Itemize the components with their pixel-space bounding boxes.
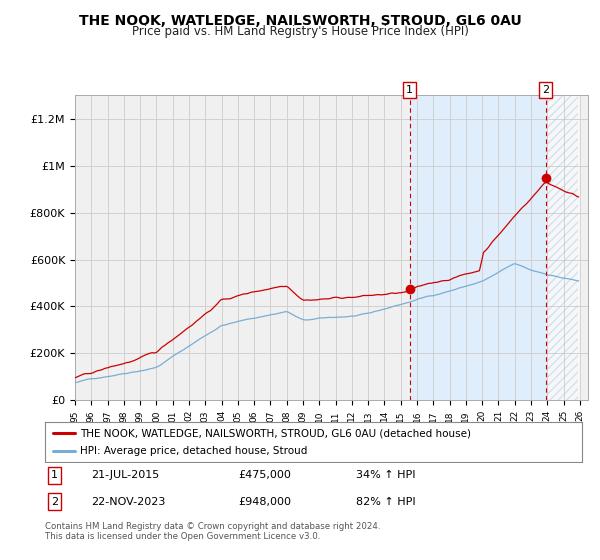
Text: 34% ↑ HPI: 34% ↑ HPI (356, 470, 416, 480)
Bar (545, 95, 578, 400)
Text: £948,000: £948,000 (238, 497, 292, 507)
Text: 82% ↑ HPI: 82% ↑ HPI (356, 497, 416, 507)
Text: 1: 1 (51, 470, 58, 480)
Text: HPI: Average price, detached house, Stroud: HPI: Average price, detached house, Stro… (80, 446, 307, 456)
Text: THE NOOK, WATLEDGE, NAILSWORTH, STROUD, GL6 0AU: THE NOOK, WATLEDGE, NAILSWORTH, STROUD, … (79, 14, 521, 28)
Text: £475,000: £475,000 (238, 470, 291, 480)
Text: Contains HM Land Registry data © Crown copyright and database right 2024.
This d: Contains HM Land Registry data © Crown c… (45, 522, 380, 542)
Text: 22-NOV-2023: 22-NOV-2023 (91, 497, 165, 507)
Text: 1: 1 (406, 85, 413, 95)
Bar (410, 95, 545, 400)
Text: 2: 2 (542, 85, 549, 95)
Text: THE NOOK, WATLEDGE, NAILSWORTH, STROUD, GL6 0AU (detached house): THE NOOK, WATLEDGE, NAILSWORTH, STROUD, … (80, 428, 471, 438)
Text: Price paid vs. HM Land Registry's House Price Index (HPI): Price paid vs. HM Land Registry's House … (131, 25, 469, 38)
Text: 21-JUL-2015: 21-JUL-2015 (91, 470, 159, 480)
Bar (545, 95, 580, 400)
Text: 2: 2 (51, 497, 58, 507)
